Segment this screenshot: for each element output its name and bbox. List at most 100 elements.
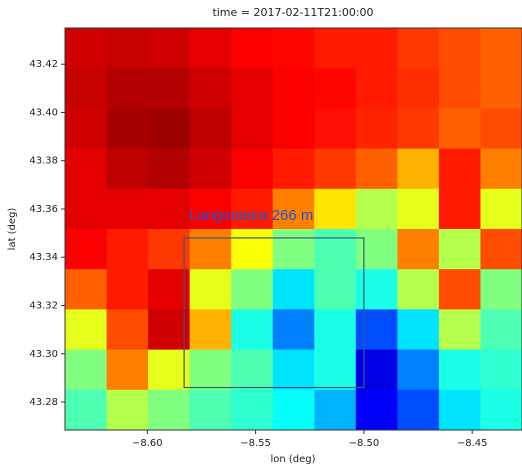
heat-cell [65, 68, 107, 109]
heat-cell [314, 68, 356, 109]
heat-cell [190, 390, 232, 431]
heat-cell [231, 68, 273, 109]
heat-cell [148, 149, 190, 190]
heat-cell [314, 350, 356, 391]
y-tick-label: 43.36 [29, 204, 58, 215]
heat-cell [190, 68, 232, 109]
heat-cell [231, 309, 273, 350]
heat-cell [439, 390, 481, 431]
heat-cell [439, 269, 481, 310]
heat-cell [397, 189, 439, 230]
heat-cell [314, 189, 356, 230]
heat-cell [314, 229, 356, 270]
heat-cell [480, 68, 522, 109]
heat-cell [356, 229, 398, 270]
heat-cell [107, 189, 149, 230]
heat-cell [65, 269, 107, 310]
heat-cell [480, 189, 522, 230]
x-axis-label: lon (deg) [270, 454, 315, 465]
y-tick-label: 43.38 [29, 156, 58, 167]
heat-cell [314, 390, 356, 431]
x-tick-label: −8.45 [457, 438, 488, 449]
heat-cell [397, 229, 439, 270]
heat-cell [356, 350, 398, 391]
heat-cell [231, 229, 273, 270]
y-tick-label: 43.32 [29, 300, 58, 311]
heat-cell [107, 309, 149, 350]
heat-cell [439, 108, 481, 149]
heat-cell [356, 269, 398, 310]
heat-cell [148, 68, 190, 109]
heat-cell [273, 68, 315, 109]
heat-cell [439, 229, 481, 270]
y-tick-label: 43.30 [29, 349, 58, 360]
heat-cell [273, 269, 315, 310]
heat-cell [356, 28, 398, 69]
heat-cell [190, 269, 232, 310]
heat-cell [314, 269, 356, 310]
heat-cell [480, 309, 522, 350]
heatmap [65, 28, 522, 431]
y-axis-label: lat (deg) [7, 208, 18, 251]
heat-cell [439, 28, 481, 69]
heat-cell [397, 390, 439, 431]
x-tick-label: −8.55 [240, 438, 271, 449]
chart-title: time = 2017-02-11T21:00:00 [212, 6, 373, 19]
heat-cell [480, 28, 522, 69]
heat-cell [356, 189, 398, 230]
heat-cell [231, 108, 273, 149]
heat-cell [397, 68, 439, 109]
heat-cell [273, 28, 315, 69]
y-tick-label: 43.40 [29, 107, 58, 118]
heat-cell [480, 350, 522, 391]
heat-cell [397, 309, 439, 350]
heat-cell [148, 108, 190, 149]
heat-cell [65, 189, 107, 230]
heat-cell [480, 108, 522, 149]
heat-cell [397, 350, 439, 391]
heat-cell [480, 149, 522, 190]
heat-cell [65, 28, 107, 69]
heat-cell [190, 309, 232, 350]
y-tick-label: 43.34 [29, 252, 58, 263]
heat-cell [273, 350, 315, 391]
heat-cell [107, 149, 149, 190]
heat-cell [107, 229, 149, 270]
heat-cell [397, 108, 439, 149]
heat-cell [273, 229, 315, 270]
heat-cell [314, 28, 356, 69]
heat-cell [439, 149, 481, 190]
heat-cell [356, 108, 398, 149]
heat-cell [273, 149, 315, 190]
x-tick-label: −8.60 [132, 438, 163, 449]
heat-cell [65, 229, 107, 270]
heat-cell [273, 309, 315, 350]
heat-cell [231, 350, 273, 391]
heat-cell [65, 108, 107, 149]
heat-cell [107, 269, 149, 310]
heat-cell [314, 309, 356, 350]
heat-cell [231, 269, 273, 310]
heat-cell [148, 390, 190, 431]
heat-cell [107, 390, 149, 431]
heat-cell [480, 229, 522, 270]
heat-cell [148, 28, 190, 69]
heat-cell [273, 390, 315, 431]
heat-cell [356, 149, 398, 190]
heat-cell [107, 68, 149, 109]
heat-cell [314, 108, 356, 149]
heat-cell [439, 350, 481, 391]
heat-cell [148, 189, 190, 230]
heat-cell [65, 390, 107, 431]
heat-cell [314, 149, 356, 190]
heat-cell [190, 149, 232, 190]
heat-cell [439, 189, 481, 230]
heat-cell [273, 108, 315, 149]
y-tick-label: 43.42 [29, 59, 58, 70]
heat-cell [356, 68, 398, 109]
heat-cell [107, 108, 149, 149]
heat-cell [190, 229, 232, 270]
heat-cell [397, 28, 439, 69]
heat-cell [397, 149, 439, 190]
heat-cell [65, 309, 107, 350]
